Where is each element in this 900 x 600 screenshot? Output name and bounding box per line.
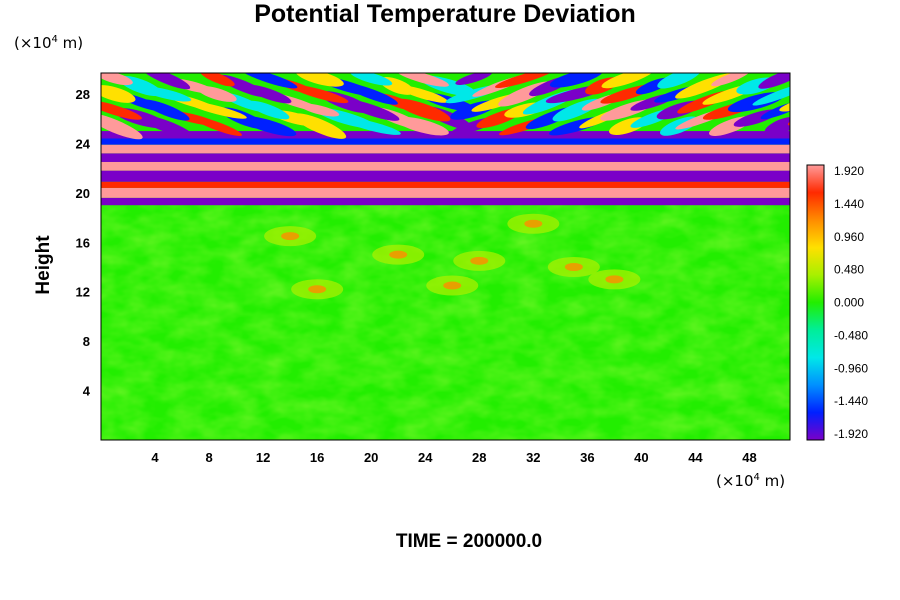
wave-lens [455,73,493,85]
plume-core [605,275,624,284]
plot-frame [100,72,791,441]
plot-area [101,73,790,440]
colorbar-label: 0.480 [834,263,864,277]
plume-core [281,232,300,241]
wave-band [101,197,790,206]
wave-lens [657,73,702,89]
x-tick-label: 44 [688,450,703,465]
wave-lens [239,73,298,89]
wave-lens [141,73,191,90]
wave-lens [789,77,790,95]
x-tick-label: 24 [418,450,433,465]
y-tick-label: 16 [76,235,90,250]
field-noise [101,205,790,440]
plume-core [564,263,583,272]
plume-core [308,285,327,294]
plume-core [470,256,489,265]
colorbar-scale [806,164,825,441]
x-tick-label: 36 [580,450,594,465]
x-tick-label: 8 [205,450,212,465]
y-tick-label: 12 [76,285,90,300]
chart-title: Potential Temperature Deviation [254,0,636,28]
x-axis-ticks: 4 8 12 16 20 24 28 32 36 40 44 48 [151,450,756,465]
x-axis-unit: (×104 m) [716,472,786,490]
x-tick-label: 28 [472,450,486,465]
y-tick-label: 24 [76,136,91,151]
x-tick-label: 12 [256,450,270,465]
x-tick-label: 32 [526,450,540,465]
y-tick-label: 8 [83,334,90,349]
wave-lens [764,116,790,136]
y-axis-unit: (×104 m) [14,34,84,52]
colorbar-label: -0.480 [834,328,868,342]
wave-lens [711,73,750,87]
wave-lens [101,100,142,120]
wave-lens [295,73,344,87]
wave-lens [199,73,235,87]
time-label: TIME = 200000.0 [395,531,543,552]
y-axis-ticks: 4 8 12 16 20 24 28 [76,87,91,399]
wave-lens [601,73,655,89]
wave-lens [495,73,556,89]
wave-lens [101,73,133,86]
wave-band [101,138,790,145]
y-tick-label: 4 [83,384,91,399]
wave-band [101,181,790,188]
wave-lens [758,73,790,89]
wave-band [101,153,790,162]
x-tick-label: 48 [742,450,756,465]
colorbar-label: -1.920 [834,427,868,441]
colorbar-label: 0.000 [834,296,864,310]
wave-lens [101,85,136,103]
x-tick-label: 20 [364,450,378,465]
colorbar-label: 1.920 [834,164,864,178]
x-tick-label: 4 [151,450,159,465]
wave-band [101,170,790,182]
colorbar-label: 1.440 [834,197,864,211]
colorbar-label: 0.960 [834,230,864,244]
wave-band [101,187,790,198]
plume-core [389,250,408,259]
wave-band [101,144,790,154]
y-tick-label: 28 [76,87,90,102]
wave-lens [752,82,790,106]
colorbar-label: -0.960 [834,361,868,375]
plume-core [524,219,543,228]
wave-band [101,161,790,171]
colorbar: 1.920 1.440 0.960 0.480 0.000 -0.480 -0.960 -1.… [806,164,868,441]
wave-lens [396,73,449,87]
wave-lens [350,73,393,86]
x-tick-label: 40 [634,450,648,465]
wave-lens [101,113,143,140]
plume-core [443,281,462,290]
colorbar-label: -1.440 [834,394,868,408]
wave-lens [787,110,790,126]
y-tick-label: 20 [76,186,90,201]
x-tick-label: 16 [310,450,324,465]
